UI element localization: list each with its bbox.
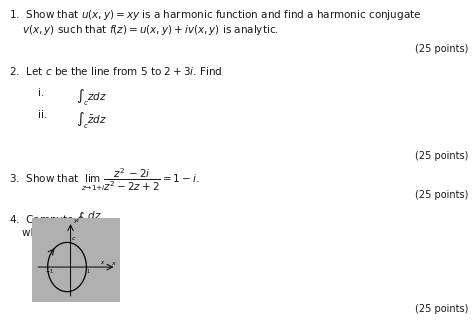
Text: 2.  Let $c$ be the line from 5 to $2 + 3i$. Find: 2. Let $c$ be the line from 5 to $2 + 3i…	[9, 65, 223, 77]
Text: 4.  Compute $\oint_c \dfrac{dz}{z}$: 4. Compute $\oint_c \dfrac{dz}{z}$	[9, 210, 102, 232]
Text: where: where	[9, 227, 55, 238]
Text: $x$: $x$	[111, 260, 117, 267]
Text: (25 points): (25 points)	[415, 190, 468, 200]
Text: $yi$: $yi$	[73, 216, 80, 225]
Text: $c$: $c$	[72, 235, 77, 242]
Text: (25 points): (25 points)	[415, 44, 468, 54]
Text: $\int_c zdz$: $\int_c zdz$	[76, 88, 107, 108]
Text: $x$: $x$	[100, 259, 106, 266]
Text: (25 points): (25 points)	[415, 304, 468, 314]
Text: $-1$: $-1$	[45, 267, 54, 275]
Text: i.: i.	[38, 88, 44, 98]
Text: $v(x, y)$ such that $f(z) = u(x, y) + iv(x, y)$ is analytic.: $v(x, y)$ such that $f(z) = u(x, y) + iv…	[9, 23, 280, 37]
Text: $\int_c \bar{z}dz$: $\int_c \bar{z}dz$	[76, 111, 107, 131]
Text: 3.  Show that $\lim_{z \to 1+i}\dfrac{z^2-2i}{z^2-2z+2} = 1 - i$.: 3. Show that $\lim_{z \to 1+i}\dfrac{z^2…	[9, 166, 200, 193]
Text: 1.  Show that $u(x, y) = xy$ is a harmonic function and find a harmonic conjugat: 1. Show that $u(x, y) = xy$ is a harmoni…	[9, 8, 422, 22]
Text: (25 points): (25 points)	[415, 151, 468, 161]
Text: $1$: $1$	[85, 267, 90, 275]
Text: ii.: ii.	[38, 111, 47, 121]
